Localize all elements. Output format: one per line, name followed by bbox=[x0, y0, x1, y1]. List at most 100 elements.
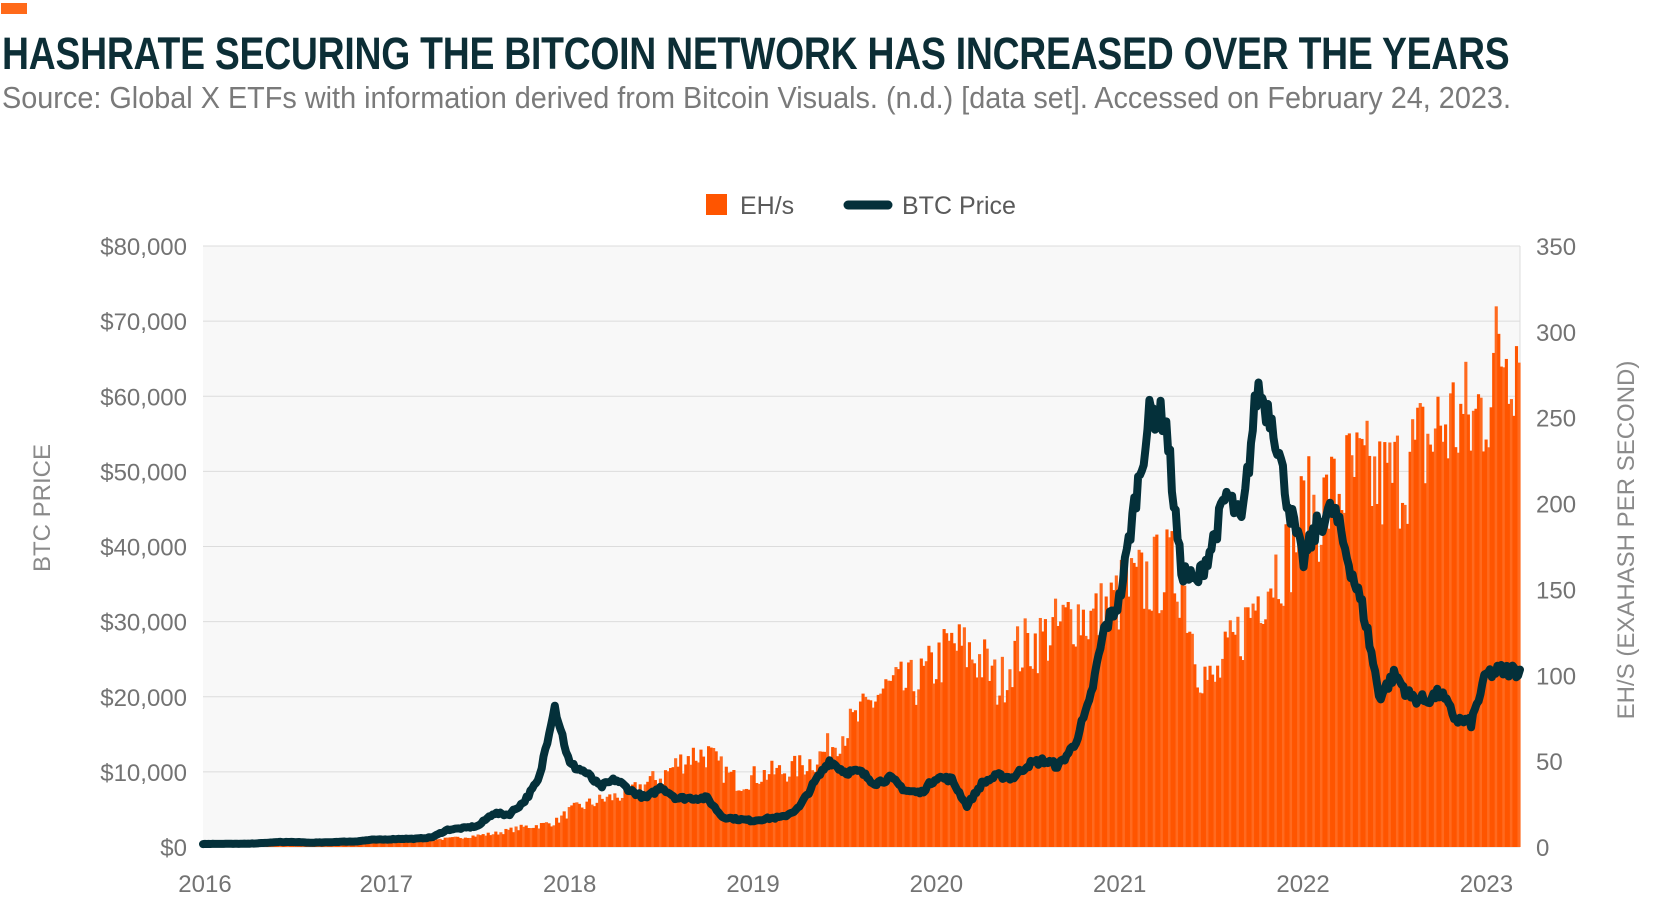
hashrate-bar bbox=[448, 837, 452, 847]
hashrate-bar bbox=[1137, 549, 1141, 847]
hashrate-bar bbox=[593, 806, 597, 847]
hashrate-bar bbox=[365, 842, 369, 847]
hashrate-bar bbox=[425, 838, 430, 847]
hashrate-bar bbox=[1335, 513, 1339, 847]
hashrate-bar bbox=[980, 677, 984, 847]
hashrate-bar bbox=[831, 747, 835, 847]
hashrate-bar bbox=[400, 841, 404, 847]
hashrate-bar bbox=[491, 834, 495, 847]
hashrate-bar bbox=[881, 688, 885, 847]
hashrate-bar bbox=[1180, 580, 1184, 847]
chart-source: Source: Global X ETFs with information d… bbox=[2, 80, 1511, 115]
hashrate-bar bbox=[813, 771, 817, 847]
hashrate-bar bbox=[522, 826, 526, 847]
hashrate-bar bbox=[582, 809, 587, 847]
hashrate-bar bbox=[712, 747, 716, 847]
hashrate-bar bbox=[656, 785, 660, 847]
hashrate-bar bbox=[1231, 631, 1235, 847]
hashrate-bar bbox=[651, 771, 655, 847]
hashrate-bar bbox=[934, 679, 939, 847]
hashrate-bar bbox=[972, 663, 977, 847]
hashrate-bar bbox=[919, 658, 923, 847]
hashrate-bar bbox=[1438, 425, 1443, 847]
hashrate-bar bbox=[1388, 442, 1392, 847]
hashrate-bar bbox=[441, 839, 445, 847]
hashrate-bar bbox=[955, 650, 959, 847]
hashrate-bar bbox=[782, 773, 787, 847]
btc-price-line bbox=[199, 378, 1524, 849]
y-left-tick-label: $0 bbox=[160, 835, 187, 862]
hashrate-bar bbox=[1097, 635, 1101, 847]
hashrate-bar bbox=[1243, 607, 1248, 847]
y-left-tick-label: $70,000 bbox=[100, 309, 187, 336]
hashrate-bar bbox=[603, 801, 607, 847]
hashrate-bar bbox=[1484, 439, 1488, 847]
hashrate-bar bbox=[843, 745, 847, 847]
hashrate-bar bbox=[1289, 592, 1293, 847]
hashrate-bar bbox=[633, 782, 637, 847]
legend-label-hashrate: EH/s bbox=[740, 192, 794, 220]
hashrate-bar bbox=[1033, 633, 1037, 847]
y-axis-right-title: EH/S (EXAHASH PER SECOND) bbox=[1613, 361, 1640, 720]
hashrate-bar bbox=[436, 839, 440, 847]
hashrate-bar bbox=[1451, 382, 1455, 847]
hashrate-bar bbox=[537, 828, 541, 847]
hashrate-bar bbox=[896, 669, 901, 847]
hashrate-bar bbox=[983, 639, 987, 847]
hashrate-bar bbox=[403, 841, 407, 847]
y-right-tick-label: 200 bbox=[1536, 492, 1576, 519]
hashrate-bar bbox=[907, 662, 911, 847]
hashrate-bar bbox=[623, 785, 627, 847]
y-right-tick-label: 350 bbox=[1536, 234, 1576, 261]
hashrate-bar bbox=[527, 828, 531, 847]
hashrate-bar bbox=[514, 826, 518, 847]
hashrate-bar bbox=[1309, 542, 1313, 847]
hashrate-bar bbox=[1406, 523, 1410, 847]
hashrate-bar bbox=[428, 840, 432, 847]
hashrate-bar bbox=[876, 694, 880, 847]
hashrate-bar bbox=[408, 839, 412, 847]
hashrate-bar bbox=[1254, 610, 1258, 847]
hashrate-bar bbox=[1502, 367, 1506, 847]
hashrate-bar bbox=[489, 835, 493, 847]
hashrate-bar bbox=[1119, 559, 1123, 847]
hashrate-bar bbox=[810, 770, 814, 847]
hashrate-bar bbox=[1299, 476, 1303, 847]
hashrate-bar bbox=[970, 659, 974, 847]
hashrate-bar bbox=[451, 837, 455, 847]
hashrate-bar bbox=[367, 842, 371, 847]
hashrate-bar bbox=[572, 802, 576, 847]
hashrate-bar bbox=[704, 767, 708, 847]
hashrate-bar bbox=[1211, 674, 1215, 847]
hashrate-bar bbox=[1145, 561, 1149, 847]
hashrate-bar bbox=[1046, 660, 1050, 847]
hashrate-bar bbox=[1200, 693, 1205, 847]
hashrate-bar bbox=[643, 784, 647, 847]
hashrate-bar bbox=[1517, 362, 1521, 847]
hashrate-bar bbox=[1053, 598, 1058, 847]
hashrate-bar bbox=[1185, 632, 1189, 847]
hashrate-bar bbox=[1433, 428, 1438, 847]
hashrate-bar bbox=[653, 780, 657, 847]
hashrate-bar bbox=[689, 764, 693, 847]
hashrate-bar bbox=[879, 693, 883, 847]
hashrate-bar bbox=[382, 841, 386, 847]
y-right-tick-label: 300 bbox=[1536, 320, 1576, 347]
hashrate-bar bbox=[1383, 442, 1387, 847]
hashrate-bar bbox=[985, 648, 989, 847]
hashrate-bar bbox=[1340, 510, 1344, 847]
hashrate-bar bbox=[638, 784, 642, 847]
hashrate-bar bbox=[580, 807, 584, 847]
hashrate-bar bbox=[1342, 512, 1346, 847]
hashrate-bar bbox=[1216, 665, 1220, 847]
hashrate-bar bbox=[392, 842, 397, 847]
hashrate-bar bbox=[777, 765, 782, 847]
hashrate-bar bbox=[1193, 664, 1197, 847]
hashrate-bar bbox=[1395, 435, 1400, 847]
hashrate-bar bbox=[1023, 618, 1027, 847]
hashrate-bar bbox=[1514, 346, 1519, 847]
hashrate-bar bbox=[405, 840, 409, 847]
hashrate-bar bbox=[929, 652, 934, 847]
hashrate-bar bbox=[669, 768, 673, 847]
hashrate-bar bbox=[438, 838, 442, 847]
